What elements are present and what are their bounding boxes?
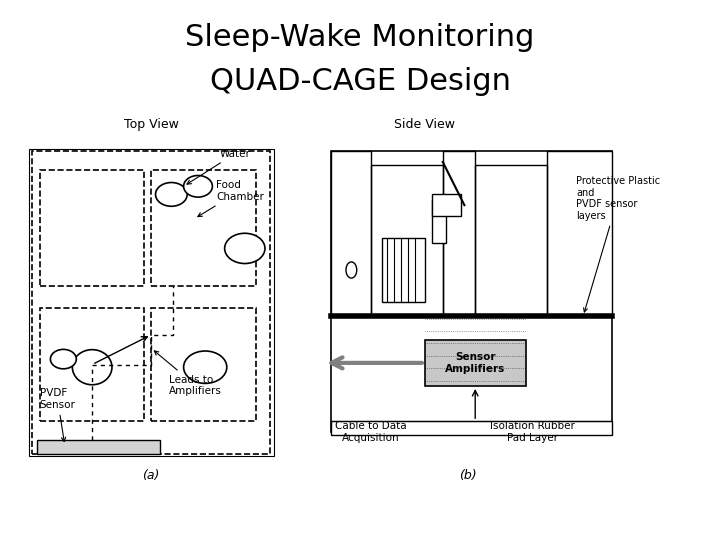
Bar — [443, 151, 475, 316]
Text: Cable to Data
Acquisition: Cable to Data Acquisition — [335, 421, 407, 443]
Bar — [151, 308, 256, 421]
Bar — [547, 151, 612, 316]
Circle shape — [225, 233, 265, 264]
Circle shape — [184, 351, 227, 383]
Text: Sleep-Wake Monitoring: Sleep-Wake Monitoring — [185, 23, 535, 52]
Bar — [432, 194, 461, 216]
Bar — [151, 170, 256, 286]
Ellipse shape — [72, 350, 112, 384]
Circle shape — [50, 349, 76, 369]
Bar — [382, 238, 425, 302]
Text: Side View: Side View — [395, 118, 455, 131]
Text: Top View: Top View — [124, 118, 179, 131]
Bar — [331, 151, 612, 432]
Text: QUAD-CAGE Design: QUAD-CAGE Design — [210, 66, 510, 96]
Text: Protective Plastic
and
PVDF sensor
layers: Protective Plastic and PVDF sensor layer… — [576, 176, 660, 312]
Text: Isolation Rubber
Pad Layer: Isolation Rubber Pad Layer — [490, 421, 575, 443]
Bar — [475, 165, 547, 316]
Circle shape — [156, 183, 187, 206]
Bar — [29, 148, 274, 456]
Bar — [432, 200, 446, 243]
Text: Leads to
Amplifiers: Leads to Amplifiers — [154, 351, 222, 396]
Text: (a): (a) — [143, 469, 160, 482]
Text: Food
Chamber: Food Chamber — [198, 180, 264, 217]
Bar — [37, 440, 160, 454]
Text: Water: Water — [187, 148, 251, 184]
Bar — [331, 151, 371, 316]
FancyBboxPatch shape — [425, 340, 526, 386]
Bar — [371, 165, 443, 316]
Text: Sensor
Amplifiers: Sensor Amplifiers — [445, 352, 505, 374]
Bar — [32, 151, 270, 454]
Bar — [331, 421, 612, 435]
Circle shape — [184, 176, 212, 197]
Text: (b): (b) — [459, 469, 477, 482]
Text: PVDF
Sensor: PVDF Sensor — [40, 388, 76, 442]
Bar — [40, 170, 144, 286]
Bar — [40, 308, 144, 421]
